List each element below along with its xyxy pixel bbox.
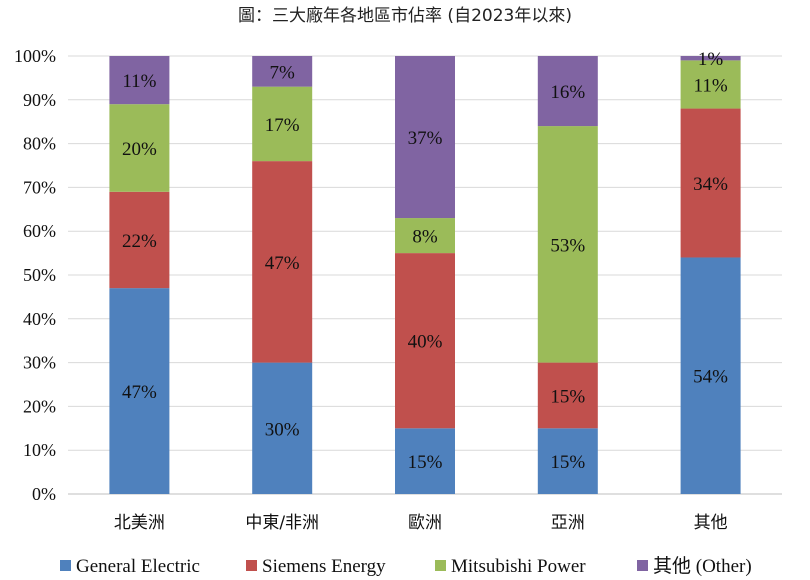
data-label: 47% bbox=[122, 382, 157, 403]
axes: 0% 10% 20% 30% 40% 50% 60% 70% 80% 90% 100% 北美洲 中東/非… bbox=[14, 46, 782, 533]
bar-segment bbox=[252, 56, 313, 87]
data-label: 47% bbox=[265, 253, 300, 274]
chart-title: 圖：三大廠年各地區市佔率 (自2023年以來) bbox=[238, 5, 572, 26]
data-label: 34% bbox=[693, 174, 728, 195]
legend-label: Mitsubishi Power bbox=[451, 556, 586, 577]
y-tick-label: 90% bbox=[23, 90, 56, 110]
y-tick-label: 30% bbox=[23, 353, 56, 373]
bar-segment bbox=[537, 428, 598, 494]
bar-segment bbox=[109, 104, 170, 192]
bar-segment bbox=[537, 126, 598, 363]
bar-segment bbox=[680, 60, 741, 109]
data-label: 8% bbox=[412, 227, 438, 248]
y-tick-label: 40% bbox=[23, 309, 56, 329]
data-label: 11% bbox=[122, 71, 156, 92]
data-label: 53% bbox=[550, 235, 585, 256]
data-label: 15% bbox=[550, 452, 585, 473]
x-tick-label: 亞洲 bbox=[551, 513, 585, 533]
legend-swatch bbox=[637, 560, 648, 571]
bar-segment bbox=[109, 56, 170, 105]
bar-segment bbox=[680, 56, 741, 61]
bar-segment bbox=[395, 56, 455, 219]
bar-segment bbox=[395, 253, 455, 429]
data-label: 17% bbox=[265, 115, 300, 136]
data-labels: 47% 22% 20% 11% 30% 47% 17% 7% 15% 40% 8% 37% 15% 15%… bbox=[122, 49, 728, 473]
legend-label: Siemens Energy bbox=[262, 556, 386, 577]
data-label: 15% bbox=[550, 386, 585, 407]
y-tick-label: 60% bbox=[23, 221, 56, 241]
bars bbox=[109, 56, 741, 494]
bar-segment bbox=[537, 362, 598, 429]
data-label: 1% bbox=[698, 49, 724, 70]
y-tick-label: 50% bbox=[23, 265, 56, 285]
y-tick-label: 80% bbox=[23, 134, 56, 154]
legend-label: 其他 (Other) bbox=[653, 555, 752, 577]
data-label: 16% bbox=[550, 82, 585, 103]
data-label: 20% bbox=[122, 139, 157, 160]
x-tick-label: 中東/非洲 bbox=[245, 513, 319, 533]
y-tick-label: 70% bbox=[23, 177, 56, 197]
legend-swatch bbox=[60, 560, 71, 571]
data-label: 54% bbox=[693, 367, 728, 388]
bar-segment bbox=[537, 56, 598, 127]
data-label: 22% bbox=[122, 231, 157, 252]
bar-segment bbox=[109, 191, 170, 289]
legend-swatch bbox=[435, 560, 446, 571]
y-tick-label: 10% bbox=[23, 440, 56, 460]
bar-segment bbox=[680, 108, 741, 258]
bar-segment bbox=[395, 428, 455, 494]
data-label: 15% bbox=[408, 452, 443, 473]
x-tick-label: 歐洲 bbox=[408, 513, 442, 533]
data-label: 30% bbox=[265, 419, 300, 440]
bar-segment bbox=[395, 218, 455, 254]
data-label: 7% bbox=[270, 62, 296, 83]
y-tick-label: 20% bbox=[23, 396, 56, 416]
data-label: 11% bbox=[694, 75, 728, 96]
bar-segment bbox=[252, 86, 313, 162]
bar-segment bbox=[252, 161, 313, 363]
bar-segment bbox=[109, 288, 170, 494]
data-label: 37% bbox=[408, 128, 443, 149]
legend: General Electric Siemens Energy Mitsubishi… bbox=[60, 555, 752, 577]
bar-segment bbox=[680, 257, 741, 494]
bar-segment bbox=[252, 362, 313, 494]
legend-label: General Electric bbox=[76, 556, 200, 577]
data-label: 40% bbox=[408, 332, 443, 353]
y-tick-label: 100% bbox=[14, 46, 56, 66]
legend-swatch bbox=[246, 560, 257, 571]
x-tick-label: 其他 bbox=[694, 513, 728, 533]
x-tick-label: 北美洲 bbox=[114, 513, 165, 533]
y-tick-label: 0% bbox=[32, 484, 56, 504]
